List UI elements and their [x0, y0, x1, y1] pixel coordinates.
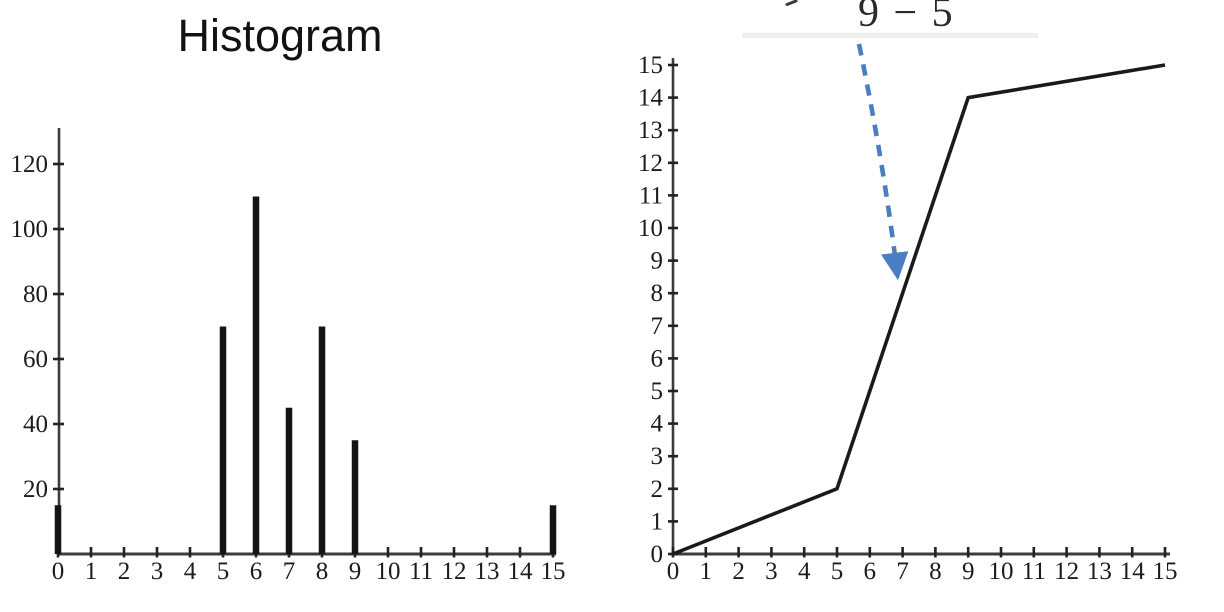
faint-artifact-band	[742, 33, 1038, 38]
tick-label: 12	[638, 150, 663, 177]
tick-label: 12	[442, 558, 467, 585]
tick-label: 5	[651, 378, 664, 405]
tick-label: 14	[638, 85, 664, 112]
tick-label: 14	[508, 558, 534, 585]
histogram-bar	[252, 196, 260, 554]
tick-label: 3	[151, 558, 164, 585]
formula-fragment: 9 − 5	[858, 0, 955, 36]
tick-label: 1	[651, 508, 664, 535]
tick-label: 15	[541, 558, 566, 585]
tick-label: 7	[896, 558, 909, 585]
tick-label: 12	[1054, 558, 1079, 585]
annotation-layer	[785, 0, 909, 281]
tick-label: 10	[989, 558, 1014, 585]
tick-label: 40	[23, 411, 48, 438]
annotation-arrow	[856, 43, 909, 281]
tick-label: 80	[23, 281, 48, 308]
tick-label: 11	[639, 182, 663, 209]
tick-label: 13	[475, 558, 500, 585]
tick-label: 2	[118, 558, 131, 585]
tick-label: 3	[765, 558, 778, 585]
tick-label: 15	[638, 52, 663, 79]
tick-label: 1	[700, 558, 713, 585]
tick-label: 6	[250, 558, 263, 585]
tick-label: 20	[23, 476, 48, 503]
tick-label: 4	[651, 411, 664, 438]
histogram-bar	[54, 505, 62, 554]
tick-label: 2	[732, 558, 745, 585]
histogram-bar	[549, 505, 557, 554]
tick-label: 1	[85, 558, 98, 585]
tick-label: 5	[831, 558, 844, 585]
tick-label: 0	[667, 558, 680, 585]
tick-label: 8	[316, 558, 329, 585]
tick-label: 8	[929, 558, 942, 585]
histogram-bar	[318, 326, 326, 554]
tick-label: 3	[651, 443, 664, 470]
tick-label: 120	[11, 151, 49, 178]
formula-stray-mark	[785, 0, 798, 6]
tick-label: 10	[638, 215, 663, 242]
histogram-bar	[285, 407, 293, 554]
transform-line-chart: 0 1 2 3 4 5 6 7 8 9 10 11 12 13 14 15012345678910111213…	[638, 52, 1178, 585]
tick-label: 11	[409, 558, 433, 585]
tick-label: 0	[52, 558, 65, 585]
tick-label: 8	[651, 280, 664, 307]
histogram-bar	[219, 326, 227, 554]
tick-label: 5	[217, 558, 230, 585]
tick-label: 4	[184, 558, 197, 585]
tick-label: 15	[1153, 558, 1178, 585]
transform-line	[672, 63, 1166, 556]
tick-label: 13	[1087, 558, 1112, 585]
tick-label: 11	[1022, 558, 1046, 585]
tick-label: 0	[651, 541, 664, 568]
tick-label: 60	[23, 346, 48, 373]
tick-label: 9	[349, 558, 362, 585]
tick-label: 10	[376, 558, 401, 585]
tick-label: 2	[651, 476, 664, 503]
tick-label: 6	[651, 345, 664, 372]
tick-label: 7	[283, 558, 296, 585]
tick-label: 14	[1120, 558, 1146, 585]
tick-label: 9	[962, 558, 975, 585]
histogram-title: Histogram	[177, 10, 383, 61]
tick-label: 4	[798, 558, 811, 585]
tick-label: 7	[651, 313, 664, 340]
tick-label: 9	[651, 248, 664, 275]
tick-label: 13	[638, 117, 663, 144]
histogram-bar	[351, 440, 359, 554]
tick-label: 100	[11, 216, 49, 243]
tick-label: 6	[864, 558, 877, 585]
